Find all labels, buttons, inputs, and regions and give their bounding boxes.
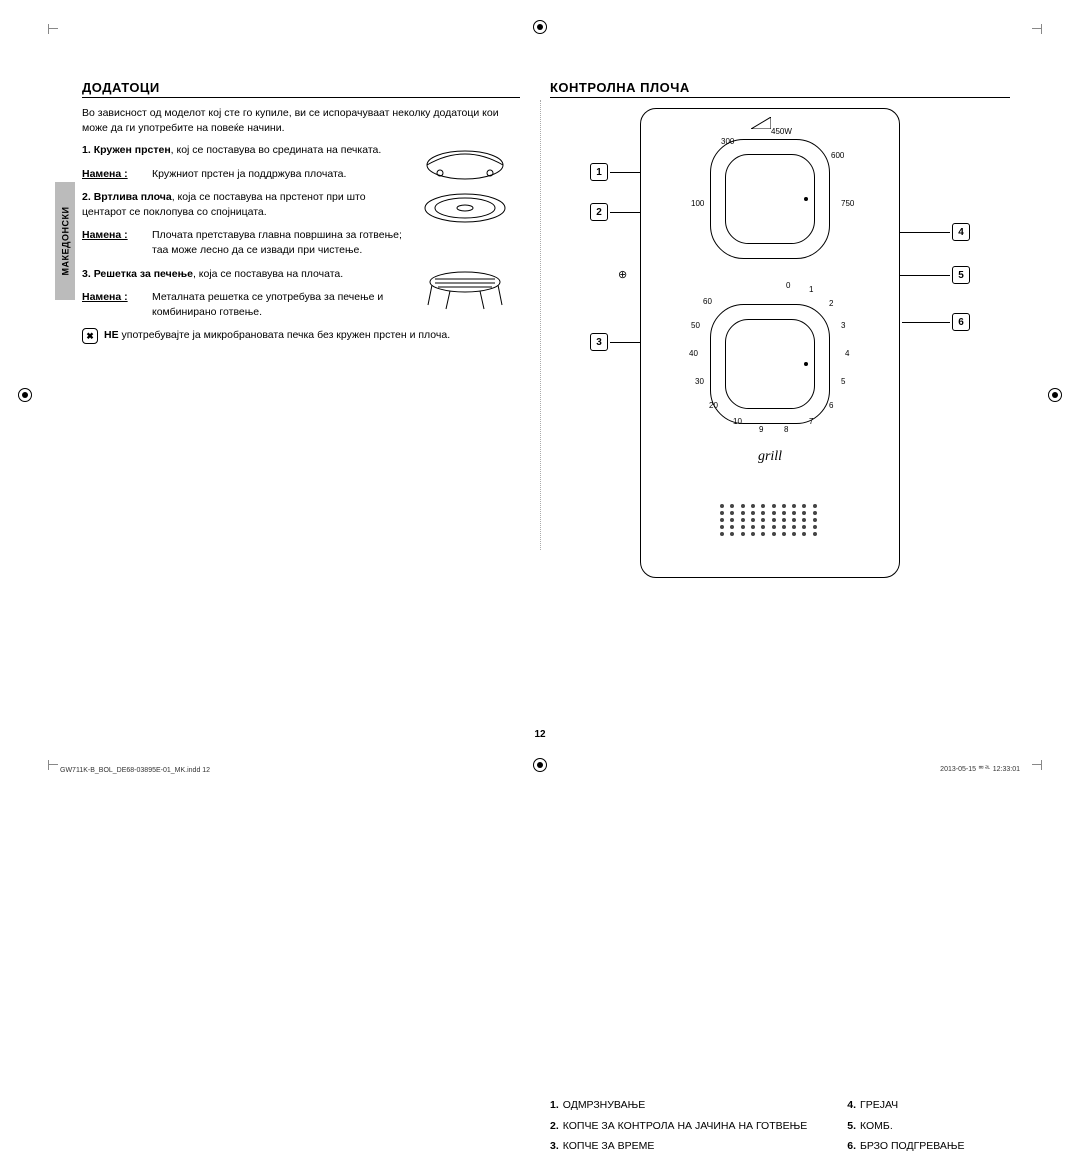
- accessory-purpose: Намена : Плочата претставува главна повр…: [82, 228, 520, 258]
- dial-label: 2: [829, 299, 833, 308]
- page-number: 12: [534, 729, 545, 740]
- speaker-grille-icon: [720, 504, 820, 536]
- callout-line: [894, 275, 950, 276]
- dial-label: 8: [784, 425, 788, 434]
- language-label: МАКЕДОНСКИ: [60, 207, 70, 276]
- registration-mark-icon: [18, 388, 32, 402]
- power-dial: [710, 139, 830, 259]
- dial-label: 0: [786, 281, 790, 290]
- intro-text: Во зависност од моделот кој сте го купил…: [82, 106, 520, 135]
- purpose-text: Плочата претставува главна површина за г…: [152, 228, 410, 258]
- legend-item: 3.КОПЧЕ ЗА ВРЕМЕ: [550, 1139, 807, 1154]
- dial-label: 100: [691, 199, 704, 208]
- dial-label: 50: [691, 321, 700, 330]
- dial-label: 450W: [771, 127, 792, 136]
- callout-line: [894, 232, 950, 233]
- legend-item: 2.КОПЧЕ ЗА КОНТРОЛА НА ЈАЧИНА НА ГОТВЕЊЕ: [550, 1119, 807, 1134]
- dial-label: 7: [809, 417, 813, 426]
- dial-label: 20: [709, 401, 718, 410]
- grill-rack-icon: [420, 267, 510, 317]
- accessory-item: 2. Вртлива плоча, која се поставува на п…: [82, 190, 520, 220]
- control-panel-diagram: 1 2 3 ⊕ 4 5 6: [560, 108, 1000, 598]
- dial-label: 6: [829, 401, 833, 410]
- callout-4: 4: [952, 223, 970, 241]
- dial-label: 300: [721, 137, 734, 146]
- legend-item: 1.ОДМРЗНУВАЊЕ: [550, 1098, 807, 1113]
- legend-right-col: 4.ГРЕЈАЧ 5.КОМБ. 6.БРЗО ПОДГРЕВАЊЕ: [847, 1098, 964, 1154]
- accessory-item: 1. Кружен прстен, кој се поставува во ср…: [82, 143, 520, 158]
- purpose-label: Намена :: [82, 228, 152, 258]
- legend: 1.ОДМРЗНУВАЊЕ 2.КОПЧЕ ЗА КОНТРОЛА НА ЈАЧ…: [550, 1098, 1010, 1154]
- registration-mark-icon: [533, 758, 547, 772]
- registration-mark-icon: [1048, 388, 1062, 402]
- callout-6: 6: [952, 313, 970, 331]
- footer-filepath: GW711K-B_BOL_DE68-03895E-01_MK.indd 12: [60, 767, 210, 774]
- footer-timestamp: 2013-05-15 ᄈᄘ 12:33:01: [940, 764, 1020, 774]
- purpose-text: Металната решетка се употребува за печењ…: [152, 290, 410, 320]
- callout-line: [902, 322, 950, 323]
- dial-label: 5: [841, 377, 845, 386]
- legend-item: 4.ГРЕЈАЧ: [847, 1098, 964, 1113]
- defrost-icon: ⊕: [618, 268, 627, 281]
- callout-2: 2: [590, 203, 608, 221]
- callout-1: 1: [590, 163, 608, 181]
- dial-label: 750: [841, 199, 854, 208]
- language-tab: МАКЕДОНСКИ: [55, 182, 75, 300]
- left-column: МАКЕДОНСКИ ДОДАТОЦИ Во зависност од моде…: [60, 50, 520, 750]
- turntable-icon: [420, 188, 510, 228]
- dial-label: 9: [759, 425, 763, 434]
- grill-label: grill: [758, 449, 782, 465]
- dial-label: 4: [845, 349, 849, 358]
- time-dial: [710, 304, 830, 424]
- dial-label: 30: [695, 377, 704, 386]
- purpose-label: Намена :: [82, 167, 152, 182]
- control-panel-heading: КОНТРОЛНА ПЛОЧА: [550, 80, 1010, 98]
- warning-icon: ✖: [82, 328, 98, 344]
- accessories-heading: ДОДАТОЦИ: [82, 80, 520, 98]
- purpose-label: Намена :: [82, 290, 152, 320]
- legend-left-col: 1.ОДМРЗНУВАЊЕ 2.КОПЧЕ ЗА КОНТРОЛА НА ЈАЧ…: [550, 1098, 807, 1154]
- dial-label: 40: [689, 349, 698, 358]
- right-column: КОНТРОЛНА ПЛОЧА 1 2 3 ⊕ 4 5 6: [550, 50, 1010, 750]
- dial-label: 10: [733, 417, 742, 426]
- panel-outline: 100 300 450W 600 750 0 1 2 3 4 5 6: [640, 108, 900, 578]
- warning-note: ✖ НЕ употребувајте ја микробрановата печ…: [82, 328, 520, 344]
- document-page: МАКЕДОНСКИ ДОДАТОЦИ Во зависност од моде…: [60, 50, 1020, 750]
- legend-item: 5.КОМБ.: [847, 1119, 964, 1134]
- accessory-item: 3. Решетка за печење, која се поставува …: [82, 267, 520, 282]
- legend-item: 6.БРЗО ПОДГРЕВАЊЕ: [847, 1139, 964, 1154]
- callout-3: 3: [590, 333, 608, 351]
- dial-label: 60: [703, 297, 712, 306]
- dial-label: 600: [831, 151, 844, 160]
- dial-label: 3: [841, 321, 845, 330]
- roller-ring-icon: [420, 143, 510, 183]
- registration-mark-icon: [533, 20, 547, 34]
- purpose-text: Кружниот прстен ја поддржува плочата.: [152, 167, 410, 182]
- dial-label: 1: [809, 285, 813, 294]
- triangle-icon: [751, 117, 771, 129]
- callout-5: 5: [952, 266, 970, 284]
